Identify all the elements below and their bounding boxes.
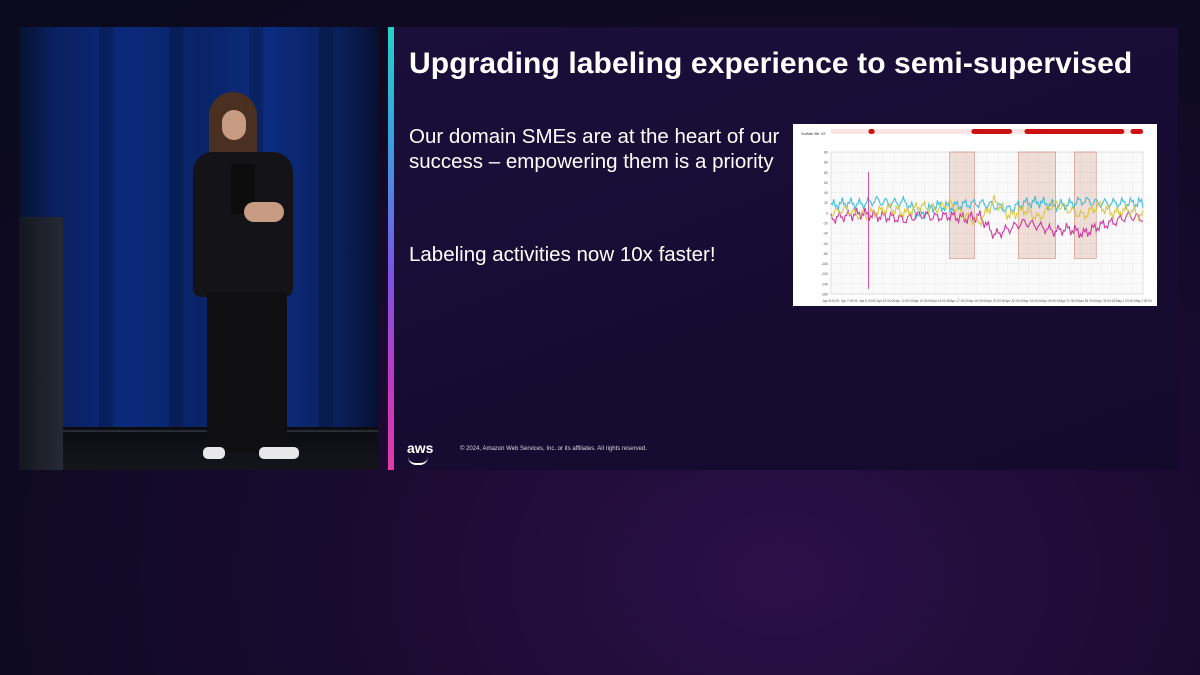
curtain-fold [99,27,113,427]
x-tick-label: Apr 22 00:00 [1005,299,1023,303]
x-tick-label: Apr 14 00:00 [914,299,932,303]
aws-logo: aws [407,440,434,456]
podium [19,217,63,470]
aws-smile-icon [408,457,428,465]
copyright-text: © 2024, Amazon Web Services, Inc. or its… [460,446,647,452]
x-tick-label: Apr 24 00:00 [1024,299,1042,303]
y-tick-label: 20 [824,201,828,205]
x-tick-label: Apr 7 00:00 [841,299,858,303]
labeling-chart: Sulfide file V2 80 80 80 60 40 20 0 -20 -40 -60 -8… [793,124,1157,306]
y-tick-label: 60 [824,181,828,185]
x-tick-label: Apr 18 00:00 [969,299,987,303]
presentation-slide: Upgrading labeling experience to semi-su… [388,27,1178,470]
chart-header-label: Sulfide file V2 [801,131,826,136]
slide-paragraph-sme: Our domain SMEs are at the heart of our … [409,125,780,173]
labeling-chart-svg: Sulfide file V2 80 80 80 60 40 20 0 -20 -40 -60 -8… [801,129,1152,303]
slide-paragraph-speed: Labeling activities now 10x faster! [409,243,716,266]
x-tick-label: Apr 12 00:00 [895,299,913,303]
x-tick-label: Apr 8 00:00 [859,299,876,303]
event-marker [1024,129,1125,134]
speaker-face [222,110,246,140]
y-tick-label: -60 [823,242,828,246]
x-tick-label: Apr 28 00:00 [1079,299,1097,303]
speaker-hands [244,202,284,222]
series-line [830,194,1144,220]
x-tick-label: Apr 8 00:00 [823,299,840,303]
x-tick-label: Apr 17 00:00 [950,299,968,303]
event-marker [1130,129,1143,134]
speaker-video [19,27,378,470]
y-tick-label: 80 [824,151,828,155]
highlight-region [1074,151,1097,259]
y-tick-label: 80 [824,161,828,165]
x-tick-label: May 2 00:00 [1134,299,1152,303]
speaker [189,92,304,467]
event-marker [868,129,875,134]
event-marker [971,129,1012,134]
y-tick-label: 0 [826,211,828,215]
x-tick-label: Apr 20 00:00 [987,299,1005,303]
y-tick-label: -80 [823,252,828,256]
slide-accent-bar [388,27,394,470]
curtain-fold [319,27,333,427]
speaker-shoe [259,447,299,459]
x-tick-label: Apr 30 00:00 [1097,299,1115,303]
y-tick-label: -20 [823,222,828,226]
series-line [830,194,1144,227]
y-tick-label: -140 [821,282,828,286]
x-tick-label: Apr 10 00:00 [877,299,895,303]
y-tick-label: 80 [824,171,828,175]
speaker-shoe [203,447,225,459]
y-tick-label: -160 [821,293,828,297]
y-tick-label: 40 [824,191,828,195]
speaker-pants [207,292,287,452]
slide-title: Upgrading labeling experience to semi-su… [409,47,1133,80]
x-tick-label: May 1 00:00 [1116,299,1134,303]
y-tick-label: -40 [823,232,828,236]
x-tick-label: Apr 27 00:00 [1060,299,1078,303]
curtain-fold [169,27,183,427]
x-tick-label: Apr 26 00:00 [1042,299,1060,303]
y-tick-label: -100 [821,262,828,266]
x-tick-label: Apr 16 00:00 [932,299,950,303]
y-tick-label: -120 [821,272,828,276]
